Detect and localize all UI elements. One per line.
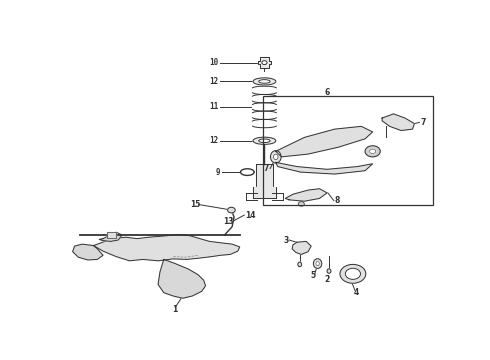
Ellipse shape [314, 259, 322, 269]
Ellipse shape [327, 269, 331, 273]
Text: 11: 11 [210, 103, 219, 112]
Text: 7: 7 [264, 164, 270, 173]
Bar [107, 232, 116, 238]
Text: 3: 3 [283, 235, 288, 244]
Polygon shape [276, 126, 372, 157]
Circle shape [262, 61, 267, 64]
Text: 2: 2 [324, 275, 330, 284]
Text: 7: 7 [420, 118, 425, 127]
Bar [253, 187, 276, 198]
Ellipse shape [259, 80, 270, 83]
Circle shape [365, 146, 380, 157]
Text: 5: 5 [310, 271, 315, 280]
Text: 6: 6 [324, 88, 330, 97]
Circle shape [298, 202, 304, 206]
Bar [107, 232, 116, 238]
Text: 12: 12 [210, 77, 219, 86]
Polygon shape [99, 232, 122, 242]
Bar [256, 164, 273, 187]
Text: 9: 9 [216, 168, 220, 177]
Circle shape [369, 149, 376, 153]
Ellipse shape [259, 139, 270, 143]
Polygon shape [292, 242, 311, 255]
Circle shape [345, 268, 361, 279]
Ellipse shape [273, 154, 278, 159]
Text: 1: 1 [172, 305, 178, 314]
Ellipse shape [270, 150, 281, 163]
Text: 12: 12 [210, 136, 219, 145]
Bar [263, 96, 434, 205]
Circle shape [340, 264, 366, 283]
Ellipse shape [316, 261, 319, 266]
Polygon shape [382, 114, 415, 131]
Polygon shape [258, 57, 271, 68]
Polygon shape [276, 162, 372, 174]
Ellipse shape [253, 137, 276, 144]
Text: 8: 8 [335, 196, 340, 205]
Text: 10: 10 [210, 58, 219, 67]
Polygon shape [158, 260, 206, 298]
Text: 14: 14 [245, 211, 255, 220]
Circle shape [227, 207, 235, 213]
Polygon shape [73, 244, 103, 260]
Text: 4: 4 [353, 288, 359, 297]
Polygon shape [285, 189, 327, 201]
Polygon shape [94, 234, 240, 261]
Ellipse shape [298, 262, 302, 267]
Ellipse shape [253, 78, 276, 85]
Text: 15: 15 [190, 200, 200, 209]
Text: 13: 13 [223, 217, 234, 226]
